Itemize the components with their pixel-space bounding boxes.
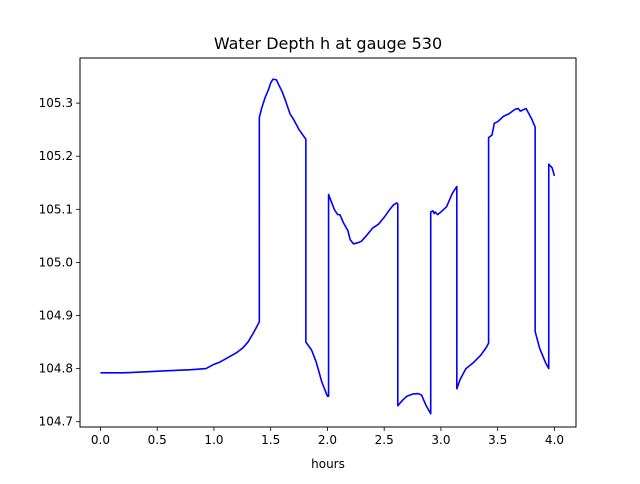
y-tick-label: 105.3: [39, 96, 73, 110]
y-tick-label: 105.1: [39, 202, 73, 216]
y-tick-label: 104.8: [39, 362, 73, 376]
x-tick-label: 1.5: [261, 433, 280, 447]
y-tick-label: 104.9: [39, 309, 73, 323]
x-tick-label: 0.5: [148, 433, 167, 447]
x-tick-label: 3.5: [488, 433, 507, 447]
y-tick-label: 104.7: [39, 415, 73, 429]
y-axis: 104.7 104.8 104.9 105.0 105.1 105.2 105.3: [39, 96, 80, 429]
x-axis: 0.0 0.5 1.0 1.5 2.0 2.5 3.0 3.5 4.0: [91, 427, 564, 447]
x-tick-label: 0.0: [91, 433, 110, 447]
x-tick-label: 3.0: [431, 433, 450, 447]
x-tick-label: 1.0: [204, 433, 223, 447]
y-tick-label: 105.0: [39, 255, 73, 269]
series-line: [100, 78, 556, 415]
x-axis-label: hours: [311, 457, 345, 471]
x-tick-label: 4.0: [545, 433, 564, 447]
plot-frame: [79, 57, 577, 428]
chart-title: Water Depth h at gauge 530: [214, 34, 442, 53]
x-tick-label: 2.0: [318, 433, 337, 447]
y-tick-label: 105.2: [39, 149, 73, 163]
x-tick-label: 2.5: [375, 433, 394, 447]
